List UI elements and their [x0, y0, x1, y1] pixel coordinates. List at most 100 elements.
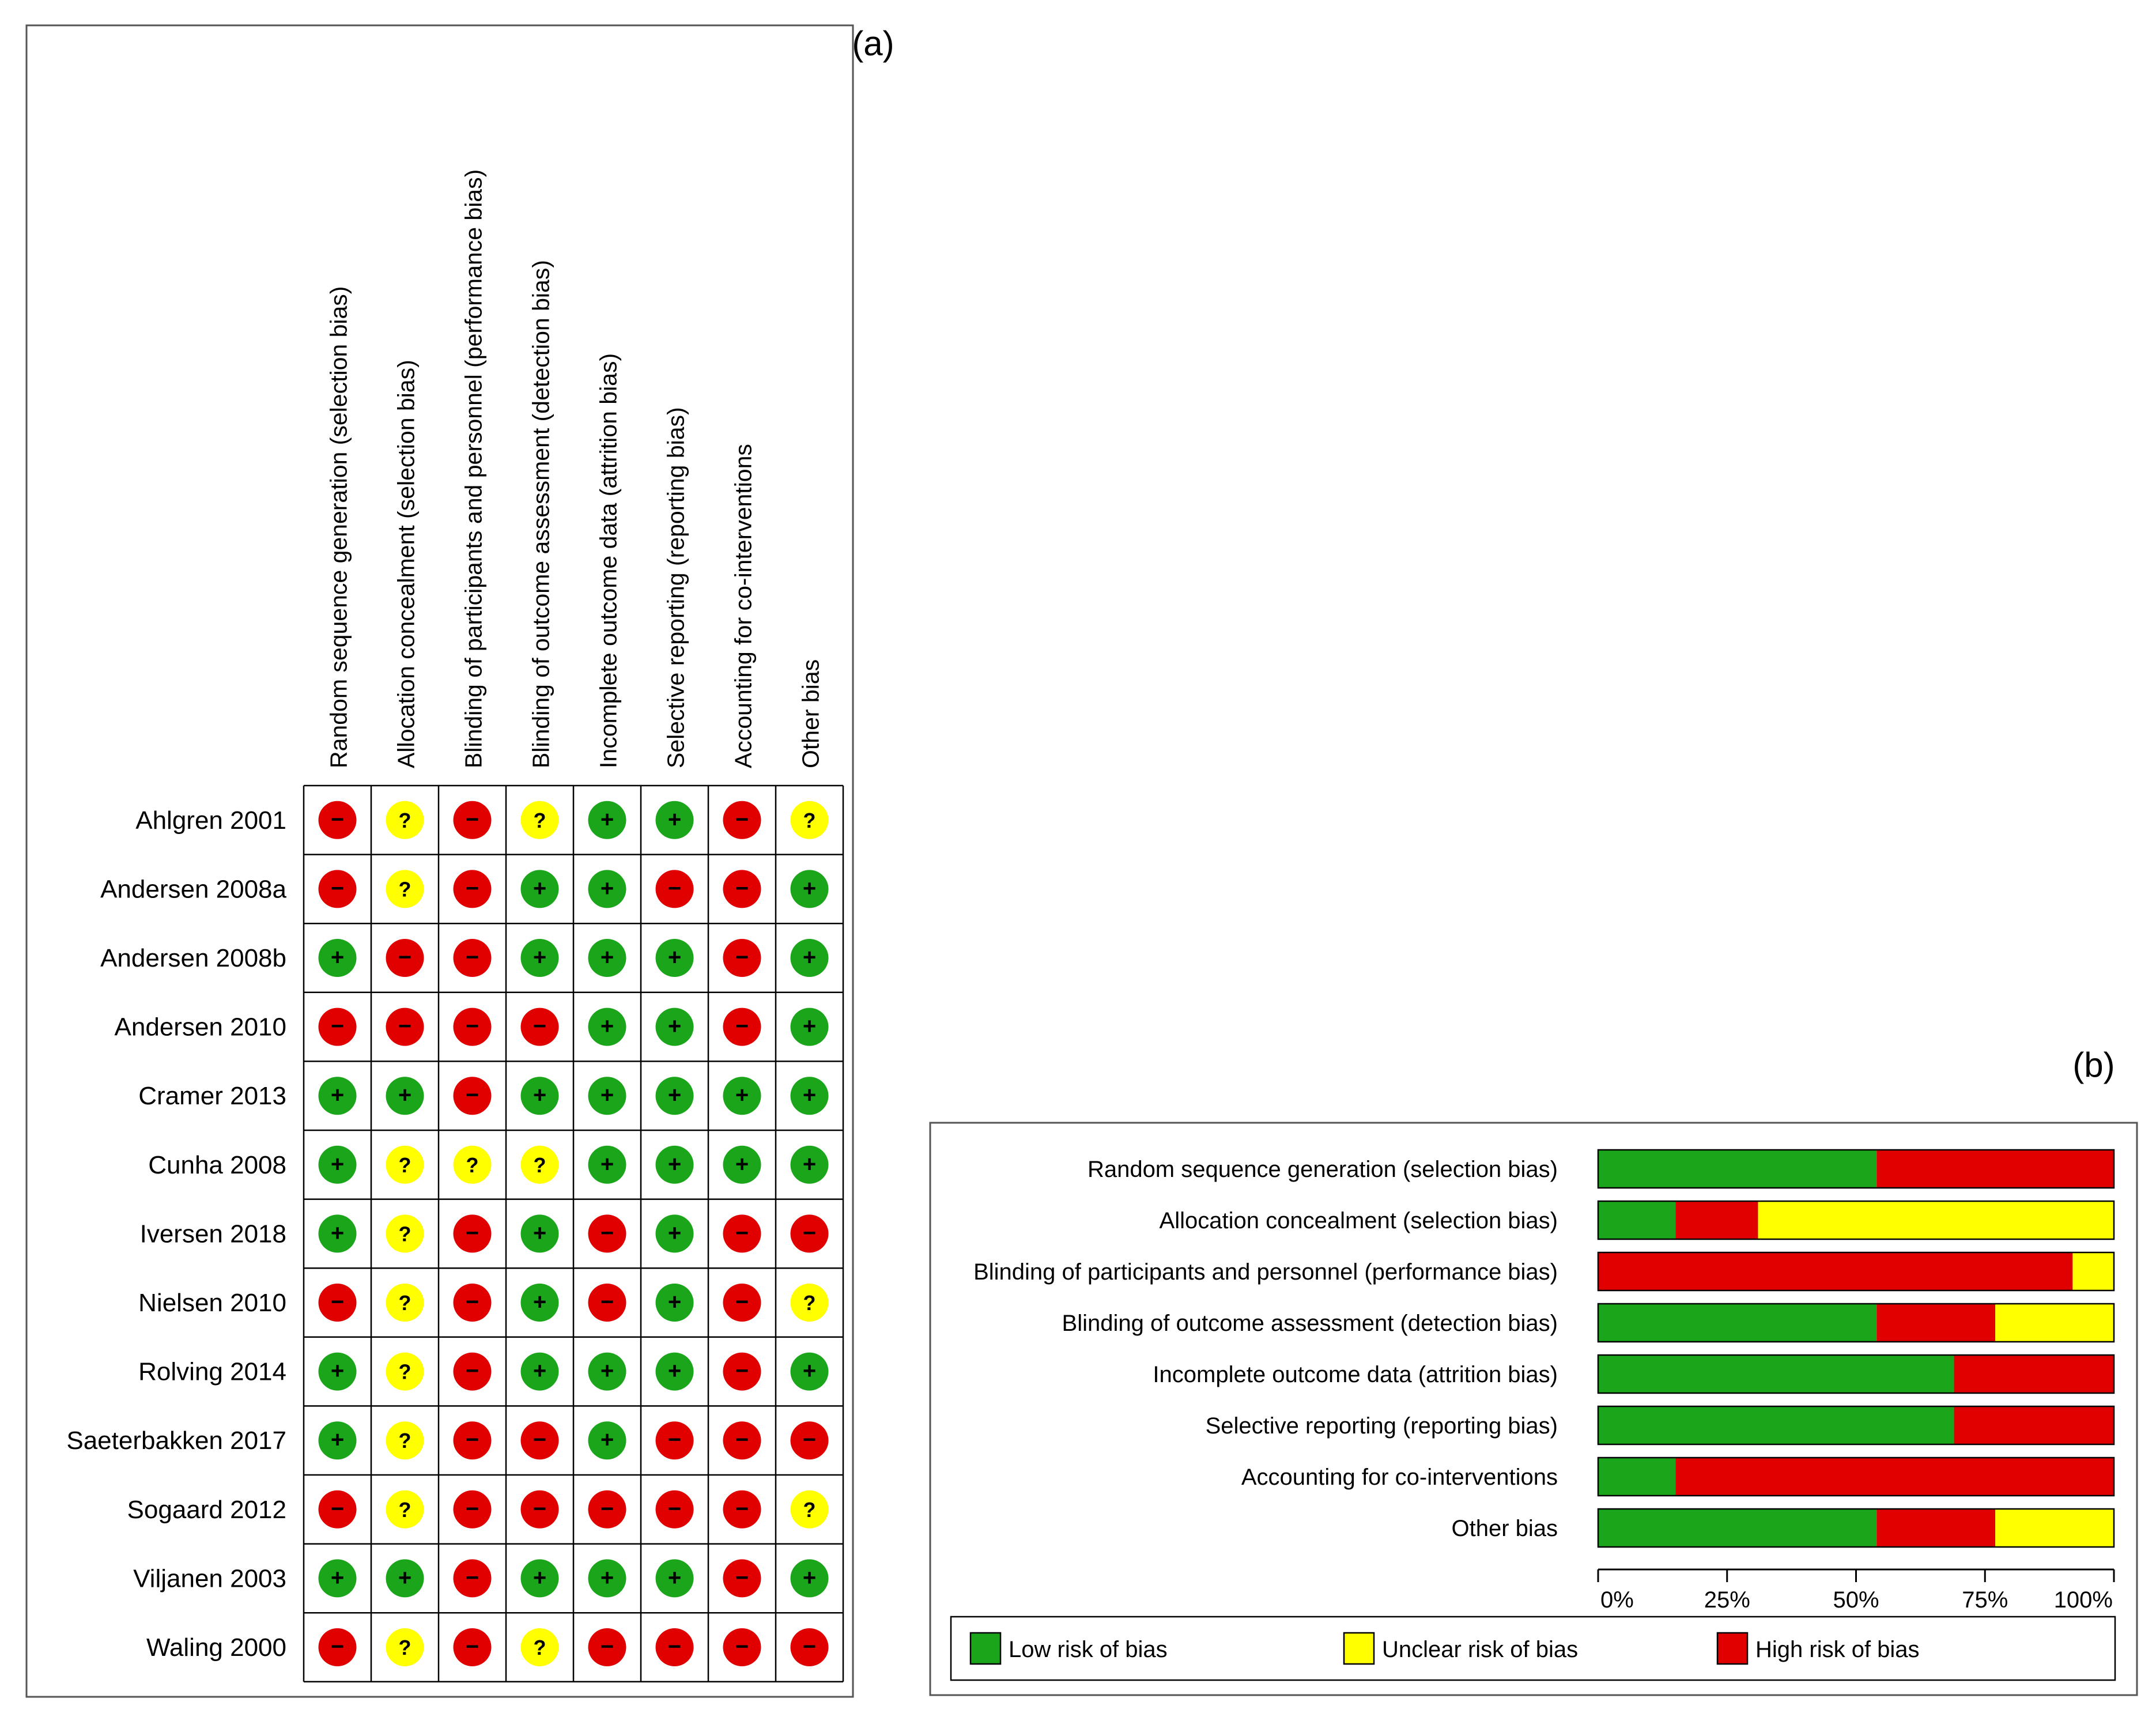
- rating-high-icon: [318, 1628, 357, 1666]
- rating-symbol: +: [331, 1082, 344, 1108]
- x-tick-label: 25%: [1704, 1587, 1750, 1613]
- rating-symbol: +: [668, 1014, 681, 1039]
- rating-high-icon: [386, 939, 424, 977]
- study-label: Saeterbakken 2017: [66, 1427, 286, 1455]
- study-label: Iversen 2018: [140, 1220, 286, 1248]
- domain-header: Blinding of participants and personnel (…: [460, 169, 487, 768]
- x-tick-label: 50%: [1833, 1587, 1879, 1613]
- rating-symbol: ?: [399, 1153, 411, 1177]
- legend-swatch-low: [969, 1632, 1002, 1665]
- rating-symbol: ?: [466, 1153, 479, 1177]
- rating-symbol: −: [601, 1496, 614, 1522]
- rating-high-icon: [520, 1421, 559, 1460]
- rating-high-icon: [453, 801, 492, 839]
- rating-symbol: −: [466, 807, 479, 832]
- bar-outline: [1597, 1149, 2115, 1189]
- rating-symbol: +: [803, 1082, 816, 1108]
- rating-low-icon: [520, 1352, 559, 1391]
- rating-unclear-icon: [520, 1628, 559, 1666]
- graph-category-label: Selective reporting (reporting bias): [1206, 1413, 1558, 1439]
- bar-outline: [1597, 1354, 2115, 1394]
- bar-outline: [1597, 1456, 2115, 1497]
- rating-unclear-icon: [386, 1628, 424, 1666]
- rating-unclear-icon: [790, 1284, 829, 1322]
- rating-high-icon: [453, 1628, 492, 1666]
- legend-label: Low risk of bias: [1009, 1637, 1168, 1662]
- rating-low-icon: [520, 1214, 559, 1253]
- rating-symbol: +: [668, 1565, 681, 1590]
- rating-high-icon: [723, 1559, 761, 1598]
- rating-high-icon: [318, 801, 357, 839]
- rating-symbol: +: [533, 1289, 546, 1315]
- rating-high-icon: [655, 1421, 694, 1460]
- rating-symbol: −: [668, 1427, 681, 1452]
- rating-symbol: +: [533, 1082, 546, 1108]
- rating-symbol: ?: [399, 1360, 411, 1384]
- rating-high-icon: [790, 1628, 829, 1666]
- rating-symbol: −: [735, 807, 749, 832]
- rating-symbol: +: [533, 1565, 546, 1590]
- rating-low-icon: [790, 870, 829, 908]
- bar-segment-unclear: [1995, 1509, 2114, 1547]
- rating-symbol: +: [533, 876, 546, 901]
- rating-symbol: +: [735, 1152, 749, 1177]
- rating-symbol: ?: [803, 809, 816, 832]
- rating-high-icon: [723, 1490, 761, 1529]
- rating-low-icon: [588, 1007, 626, 1046]
- rating-symbol: +: [735, 1082, 749, 1108]
- rating-symbol: ?: [803, 1498, 816, 1522]
- rating-high-icon: [723, 1628, 761, 1666]
- rating-symbol: +: [398, 1565, 411, 1590]
- rating-unclear-icon: [520, 1145, 559, 1184]
- rating-symbol: −: [533, 1427, 546, 1452]
- rating-high-icon: [318, 870, 357, 908]
- rating-symbol: −: [668, 1496, 681, 1522]
- rating-symbol: ?: [399, 1222, 411, 1246]
- rating-low-icon: [318, 1421, 357, 1460]
- rating-symbol: ?: [534, 1636, 546, 1659]
- rating-low-icon: [655, 1352, 694, 1391]
- domain-header: Allocation concealment (selection bias): [393, 360, 420, 768]
- rating-high-icon: [453, 1214, 492, 1253]
- study-label: Viljanen 2003: [133, 1564, 286, 1593]
- rating-symbol: ?: [534, 809, 546, 832]
- rating-symbol: +: [331, 945, 344, 970]
- bar-segment-high: [1954, 1406, 2114, 1444]
- study-label: Waling 2000: [146, 1633, 286, 1662]
- bar-outline: [1597, 1200, 2115, 1240]
- rating-low-icon: [588, 939, 626, 977]
- rating-symbol: +: [533, 945, 546, 970]
- rating-unclear-icon: [386, 1490, 424, 1529]
- rating-symbol: +: [803, 1152, 816, 1177]
- rating-low-icon: [588, 870, 626, 908]
- rating-high-icon: [453, 1352, 492, 1391]
- rating-symbol: −: [466, 1427, 479, 1452]
- bar-segment-high: [1675, 1458, 2114, 1496]
- rating-symbol: −: [601, 1289, 614, 1315]
- rating-high-icon: [453, 1007, 492, 1046]
- rating-high-icon: [723, 801, 761, 839]
- rating-high-icon: [520, 1007, 559, 1046]
- rating-symbol: −: [533, 1496, 546, 1522]
- rating-low-icon: [655, 939, 694, 977]
- rating-symbol: −: [331, 1496, 344, 1522]
- rating-symbol: +: [668, 1152, 681, 1177]
- rating-symbol: −: [735, 1634, 749, 1659]
- rating-high-icon: [723, 1352, 761, 1391]
- bar-segment-low: [1598, 1458, 1676, 1496]
- rating-symbol: +: [601, 876, 614, 901]
- rating-symbol: −: [398, 945, 411, 970]
- rating-high-icon: [723, 939, 761, 977]
- rating-low-icon: [318, 1077, 357, 1115]
- legend-swatch-unclear: [1343, 1632, 1375, 1665]
- rating-symbol: −: [331, 876, 344, 901]
- panel-a-frame: [25, 24, 854, 1698]
- rating-symbol: −: [735, 1014, 749, 1039]
- domain-header: Blinding of outcome assessment (detectio…: [528, 260, 554, 768]
- legend-swatch-high: [1716, 1632, 1749, 1665]
- rating-symbol: −: [803, 1427, 816, 1452]
- risk-of-bias-summary: Random sequence generation (selection bi…: [66, 169, 844, 1683]
- legend-box: [950, 1616, 2116, 1681]
- bar-outline: [1597, 1303, 2115, 1343]
- graph-category-label: Random sequence generation (selection bi…: [1088, 1157, 1558, 1182]
